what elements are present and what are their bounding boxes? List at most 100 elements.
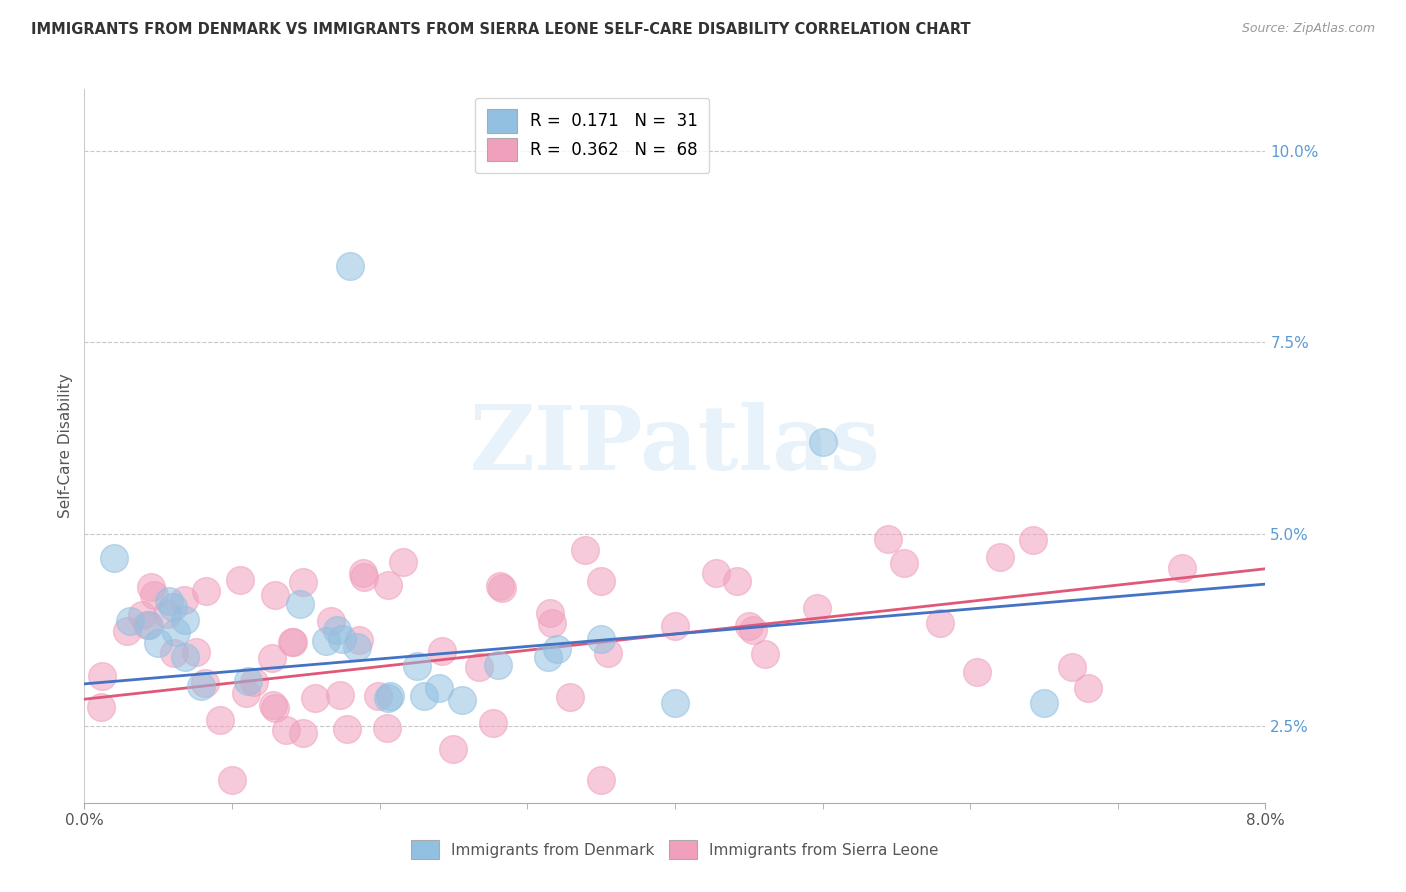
Point xyxy=(194,676,217,690)
Point xyxy=(292,574,315,589)
Point xyxy=(375,722,398,736)
Point xyxy=(468,660,491,674)
Point xyxy=(90,700,112,714)
Y-axis label: Self-Care Disability: Self-Care Disability xyxy=(58,374,73,518)
Point xyxy=(190,679,212,693)
Point xyxy=(264,588,287,602)
Point xyxy=(156,607,179,621)
Text: ZIPatlas: ZIPatlas xyxy=(470,402,880,490)
Point xyxy=(336,722,359,736)
Point xyxy=(103,551,125,566)
Point xyxy=(229,573,252,587)
Point xyxy=(262,698,284,713)
Point xyxy=(413,689,436,703)
Point xyxy=(346,640,368,654)
Point xyxy=(186,645,208,659)
Point xyxy=(264,701,287,715)
Point xyxy=(315,634,337,648)
Point xyxy=(115,624,138,639)
Point xyxy=(330,632,353,646)
Point xyxy=(141,580,163,594)
Text: Source: ZipAtlas.com: Source: ZipAtlas.com xyxy=(1241,22,1375,36)
Point xyxy=(806,601,828,615)
Point xyxy=(347,633,370,648)
Point xyxy=(290,598,312,612)
Point xyxy=(173,593,195,607)
Point xyxy=(742,623,765,637)
Point xyxy=(966,665,988,679)
Point xyxy=(319,615,342,629)
Point xyxy=(120,614,142,628)
Point xyxy=(591,772,613,787)
Point xyxy=(221,772,243,787)
Point xyxy=(704,566,727,581)
Point xyxy=(391,555,413,569)
Point xyxy=(664,619,686,633)
Point xyxy=(486,657,509,672)
Point xyxy=(546,642,568,657)
Point xyxy=(90,669,112,683)
Point xyxy=(1062,660,1084,674)
Point xyxy=(163,646,186,660)
Point xyxy=(304,691,326,706)
Point xyxy=(928,615,950,630)
Point xyxy=(664,696,686,710)
Point xyxy=(157,594,180,608)
Point xyxy=(208,713,231,727)
Point xyxy=(443,742,465,756)
Point xyxy=(138,617,160,632)
Point xyxy=(377,690,399,705)
Point xyxy=(131,608,153,623)
Point xyxy=(876,533,898,547)
Point xyxy=(236,674,259,689)
Point xyxy=(174,614,197,628)
Point xyxy=(165,624,187,639)
Point xyxy=(1171,561,1194,575)
Point xyxy=(195,583,218,598)
Point xyxy=(1021,533,1043,547)
Point xyxy=(1077,681,1099,695)
Point xyxy=(291,726,314,740)
Point xyxy=(378,689,401,703)
Point xyxy=(482,716,505,731)
Point xyxy=(427,681,450,695)
Point xyxy=(489,579,512,593)
Point xyxy=(352,566,374,581)
Point xyxy=(143,589,166,603)
Point xyxy=(353,570,375,584)
Point xyxy=(276,723,298,737)
Point xyxy=(235,686,257,700)
Point xyxy=(281,634,304,648)
Point xyxy=(589,632,612,646)
Point xyxy=(754,647,776,661)
Point xyxy=(598,646,620,660)
Point xyxy=(491,581,513,595)
Point xyxy=(339,259,361,273)
Point xyxy=(988,550,1011,565)
Point xyxy=(893,556,915,570)
Point xyxy=(541,615,564,630)
Point xyxy=(405,658,427,673)
Point xyxy=(162,600,184,615)
Point xyxy=(1033,696,1056,710)
Point xyxy=(811,435,834,450)
Point xyxy=(328,688,350,702)
Point xyxy=(260,651,283,665)
Point xyxy=(558,690,581,704)
Text: IMMIGRANTS FROM DENMARK VS IMMIGRANTS FROM SIERRA LEONE SELF-CARE DISABILITY COR: IMMIGRANTS FROM DENMARK VS IMMIGRANTS FR… xyxy=(31,22,970,37)
Point xyxy=(451,693,474,707)
Point xyxy=(242,674,264,689)
Point xyxy=(538,606,561,620)
Point xyxy=(173,650,195,665)
Point xyxy=(738,619,761,633)
Point xyxy=(135,618,157,632)
Point xyxy=(537,650,560,665)
Point xyxy=(148,636,170,650)
Point xyxy=(430,644,453,658)
Point xyxy=(326,624,349,638)
Point xyxy=(367,690,389,704)
Point xyxy=(589,574,612,588)
Point xyxy=(574,542,596,557)
Point xyxy=(281,635,304,649)
Point xyxy=(377,578,399,592)
